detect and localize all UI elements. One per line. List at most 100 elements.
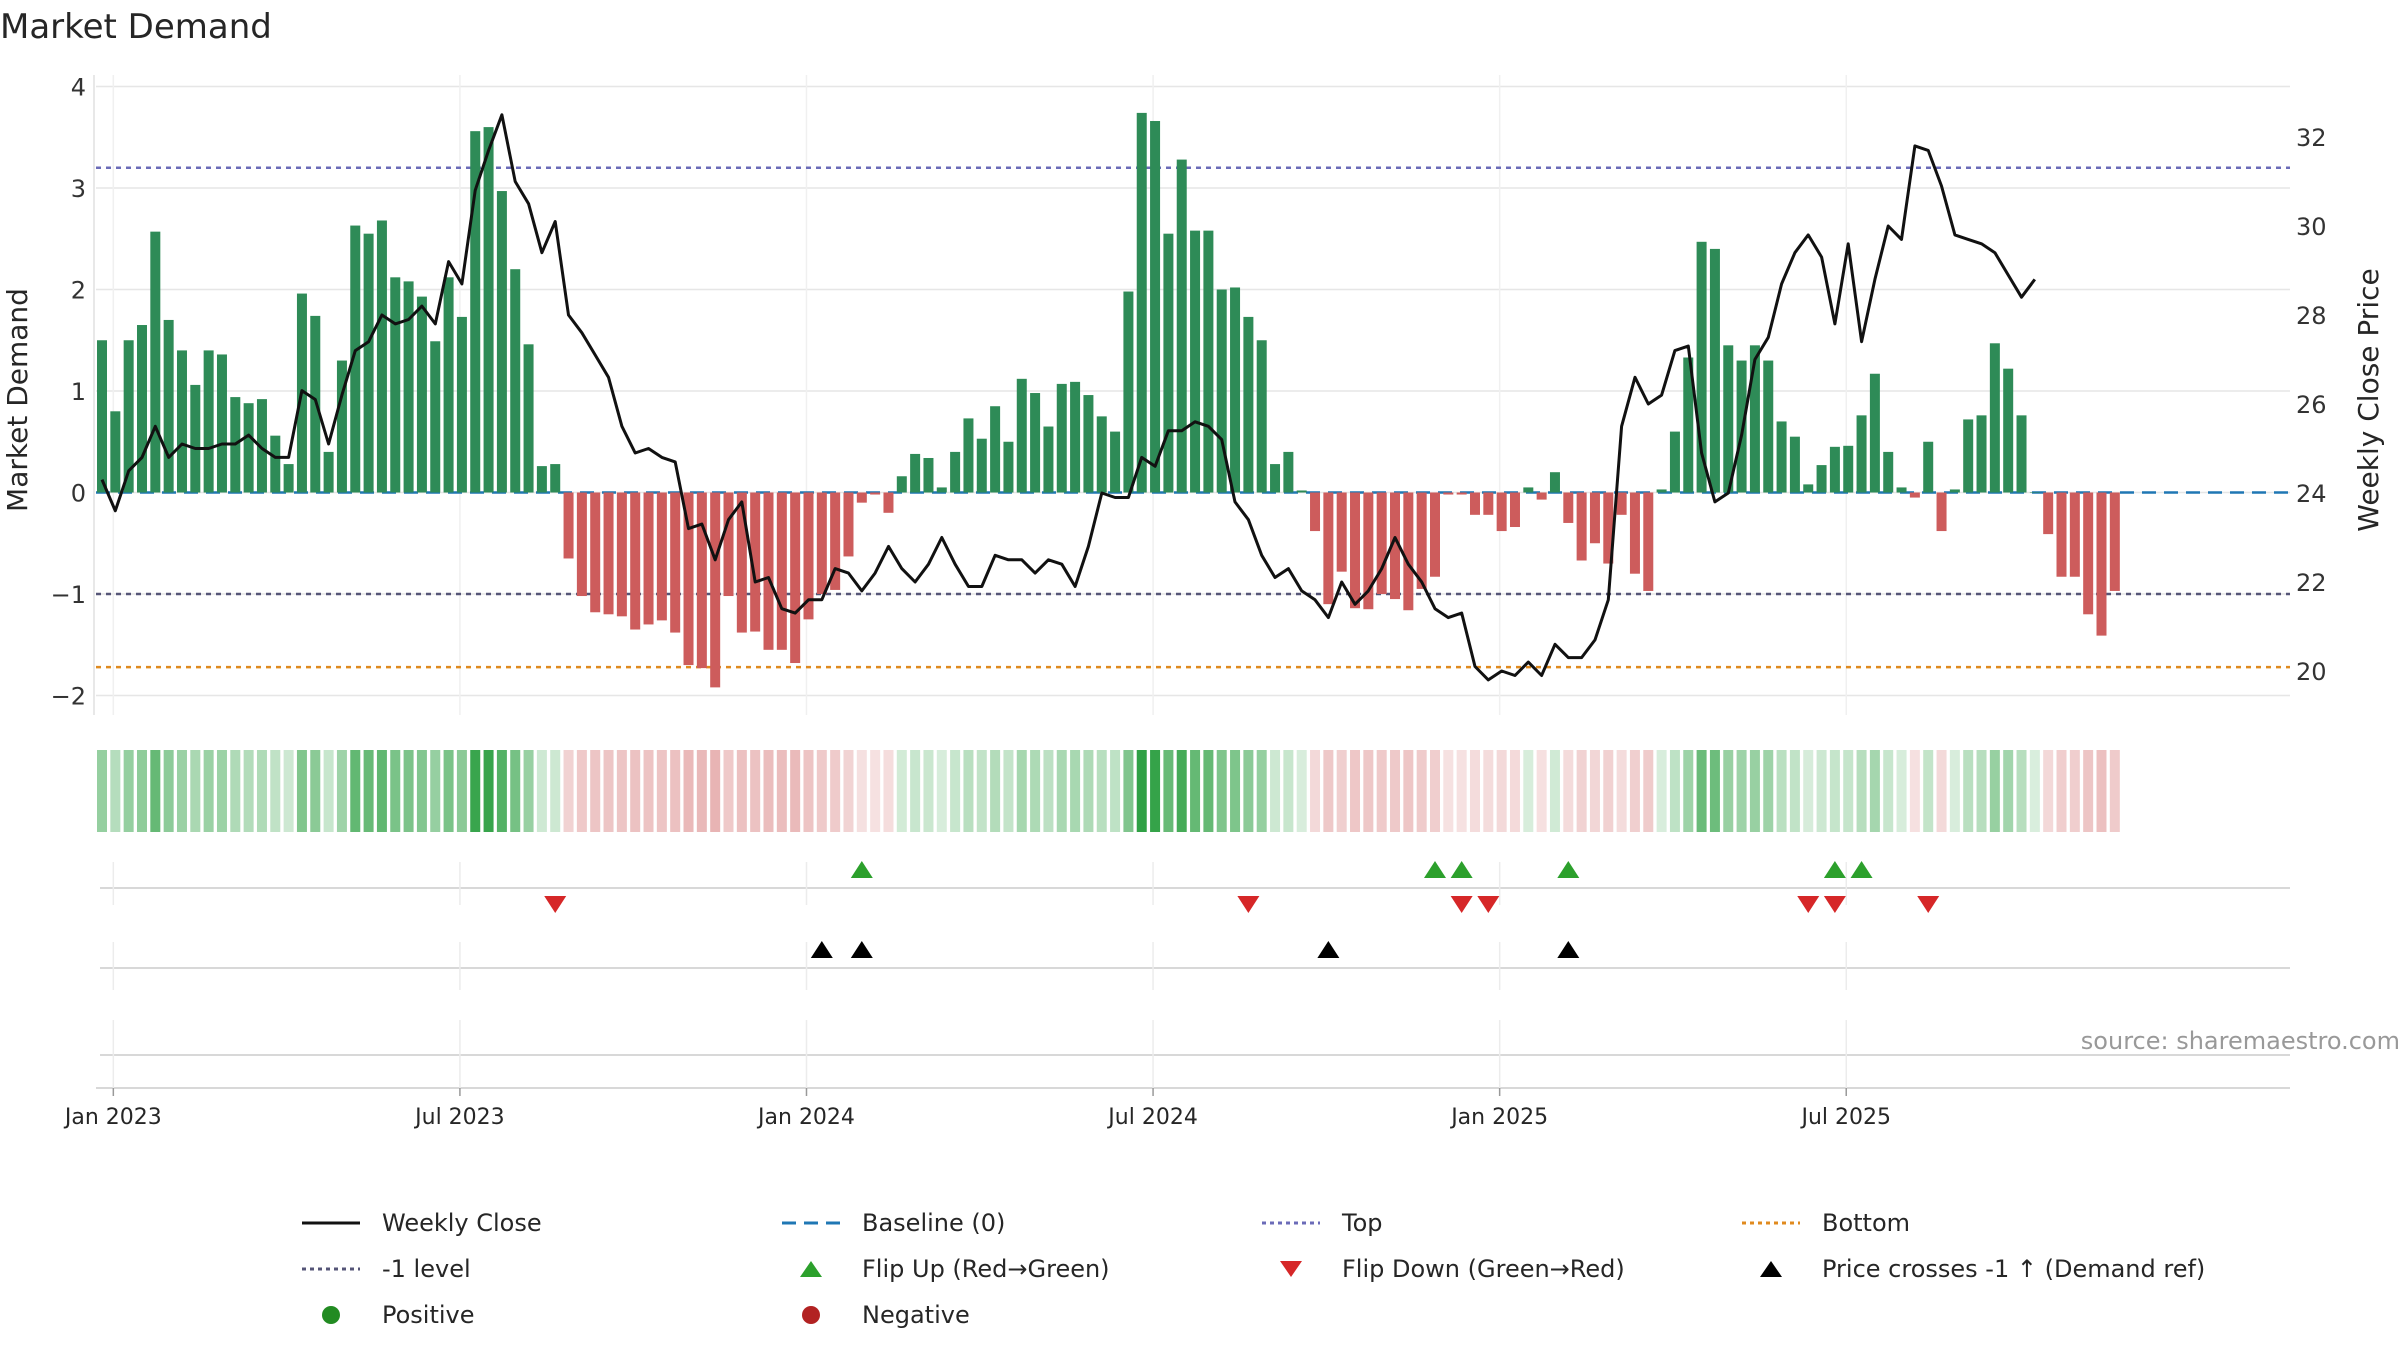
heatmap-cell: [150, 750, 161, 832]
demand-bar: [1430, 492, 1440, 577]
heatmap-cell: [363, 750, 374, 832]
heatmap-cell: [1763, 750, 1774, 832]
demand-bar: [510, 269, 521, 493]
heatmap-cell: [443, 750, 454, 832]
demand-bar: [270, 435, 281, 493]
heatmap-cell: [283, 750, 294, 832]
demand-bar: [616, 492, 627, 617]
heatmap-cell: [1829, 750, 1840, 832]
heatmap-cell: [1030, 750, 1041, 832]
demand-bar: [2109, 492, 2120, 591]
demand-bar: [2043, 492, 2054, 535]
demand-bar: [376, 220, 387, 493]
baseline-dash-icon: [780, 1208, 842, 1238]
demand-bar: [496, 191, 507, 493]
heatmap-cell: [523, 750, 534, 832]
heatmap-cell: [2109, 750, 2120, 832]
heatmap-cell: [1536, 750, 1547, 832]
heatmap-cell: [656, 750, 667, 832]
demand-bar: [1096, 416, 1107, 493]
demand-bar: [416, 296, 427, 493]
heatmap-cell: [1949, 750, 1960, 832]
demand-bar: [1136, 112, 1147, 493]
demand-bar: [870, 492, 881, 495]
dot-green-icon: [300, 1300, 362, 1330]
legend-item-bottom: Bottom: [1740, 1208, 2250, 1238]
heatmap-cell: [1616, 750, 1627, 832]
demand-bar: [1469, 492, 1480, 515]
demand-bar: [1310, 492, 1321, 532]
y-tick-label: 0: [71, 480, 86, 508]
demand-bar: [1643, 492, 1654, 591]
heatmap-cell: [1270, 750, 1281, 832]
demand-bar: [763, 492, 774, 650]
heatmap-cell: [256, 750, 267, 832]
demand-bar: [1110, 431, 1121, 493]
heatmap-cell: [1896, 750, 1907, 832]
flip-up-marker: [1823, 861, 1846, 878]
demand-bar: [2056, 492, 2067, 577]
demand-bar: [1083, 395, 1094, 493]
demand-bar: [1869, 373, 1880, 493]
y2-tick-label: 26: [2296, 391, 2327, 419]
demand-bar: [390, 277, 401, 493]
heatmap-cell: [1603, 750, 1614, 832]
demand-bar: [150, 231, 161, 493]
demand-bar: [2083, 492, 2094, 615]
demand-bar: [550, 464, 561, 493]
demand-bar: [1363, 492, 1374, 610]
heatmap-cell: [816, 750, 827, 832]
heatmap-cell: [950, 750, 961, 832]
demand-bar: [1509, 492, 1520, 528]
demand-bar: [1603, 492, 1614, 564]
heatmap-cell: [1350, 750, 1361, 832]
demand-bar: [1803, 484, 1814, 493]
demand-bar: [1789, 436, 1800, 493]
heatmap-cell: [910, 750, 921, 832]
demand-bar: [2029, 492, 2040, 493]
heatmap-cell: [1976, 750, 1987, 832]
heatmap-cell: [310, 750, 321, 832]
y2-tick-label: 20: [2296, 658, 2327, 686]
heatmap-cell: [110, 750, 121, 832]
heatmap-cell: [1430, 750, 1440, 832]
demand-bar: [710, 492, 721, 688]
heatmap-cell: [1190, 750, 1201, 832]
demand-bar: [1896, 487, 1907, 493]
heatmap-cell: [1096, 750, 1107, 832]
heatmap-cell: [1376, 750, 1387, 832]
heatmap-cell: [1136, 750, 1147, 832]
heatmap-cell: [1843, 750, 1854, 832]
demand-bar: [190, 384, 201, 493]
heatmap-cell: [1056, 750, 1067, 832]
heatmap-cell: [296, 750, 307, 832]
heatmap-cell: [97, 750, 107, 832]
demand-bar: [1816, 465, 1827, 493]
heatmap-cell: [976, 750, 987, 832]
heatmap-cell: [870, 750, 881, 832]
flip-down-marker: [544, 896, 567, 913]
demand-bar: [283, 464, 294, 493]
legend-item-flip-up: Flip Up (Red→Green): [780, 1254, 1260, 1284]
heatmap-cell: [1629, 750, 1640, 832]
demand-bar: [1923, 441, 1934, 493]
demand-bars: [97, 112, 2120, 688]
demand-bar: [803, 492, 814, 620]
demand-bar: [1949, 489, 1960, 493]
demand-bar: [1989, 343, 2000, 493]
demand-bar: [950, 451, 961, 493]
demand-bar: [563, 492, 574, 559]
heatmap-cell: [1230, 750, 1241, 832]
demand-bar: [1390, 492, 1401, 600]
heatmap-cell: [1563, 750, 1574, 832]
heatmap-cell: [1576, 750, 1587, 832]
demand-bar: [750, 492, 761, 632]
demand-bar: [603, 492, 614, 615]
heatmap-cell: [510, 750, 521, 832]
demand-bar: [1443, 492, 1454, 495]
legend-item-minus1: -1 level: [300, 1254, 780, 1284]
heatmap-cell: [430, 750, 441, 832]
chart-title: Market Demand: [0, 7, 272, 47]
price-cross-marker: [1317, 941, 1340, 958]
demand-bar: [2016, 415, 2027, 493]
